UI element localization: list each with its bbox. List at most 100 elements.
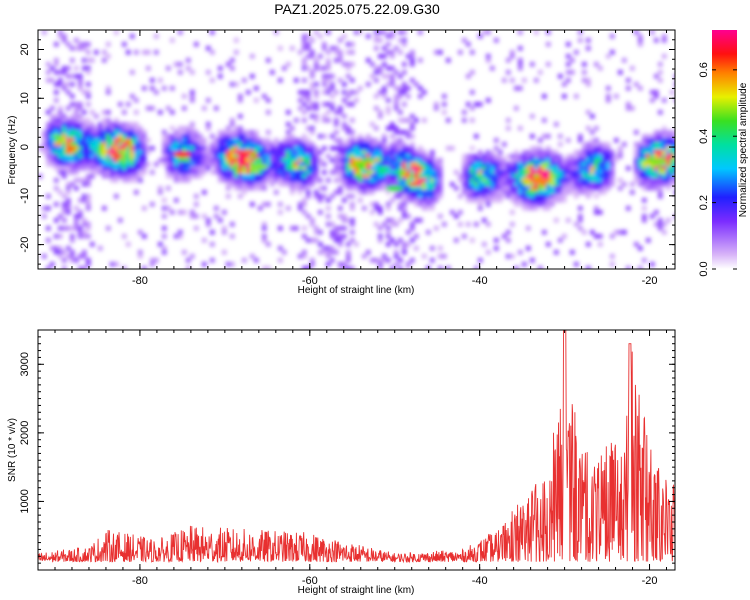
heatmap-cell <box>566 158 571 163</box>
heatmap-cell <box>226 130 231 135</box>
heatmap-cell <box>614 138 619 143</box>
heatmap-cell <box>566 170 571 175</box>
heatmap-cell <box>102 118 107 123</box>
heatmap-cell <box>218 138 223 143</box>
heatmap-cell <box>262 138 267 143</box>
heatmap-cell <box>138 158 143 163</box>
heatmap-cell <box>654 146 659 151</box>
heatmap-cell <box>54 154 59 159</box>
heatmap-cell <box>630 182 635 187</box>
heatmap-cell <box>646 186 651 191</box>
heatmap-cell <box>394 126 399 131</box>
heatmap-cell <box>66 82 71 87</box>
heatmap-cell <box>526 154 531 159</box>
heatmap-cell <box>466 174 471 179</box>
heatmap-cell <box>314 102 319 107</box>
heatmap-cell <box>306 150 311 155</box>
heatmap-cell <box>294 146 299 151</box>
heatmap-cell <box>302 138 307 143</box>
y-tick-label: 1000 <box>19 489 31 513</box>
heatmap-cell <box>662 178 667 183</box>
heatmap-cell <box>518 166 523 171</box>
heatmap-cell <box>302 94 307 99</box>
heatmap-cell <box>162 234 167 239</box>
heatmap-cell <box>302 198 307 203</box>
heatmap-cell <box>378 158 383 163</box>
heatmap-cell <box>54 70 59 75</box>
heatmap-cell <box>374 162 379 167</box>
heatmap-cell <box>566 138 571 143</box>
heatmap-cell <box>138 170 143 175</box>
heatmap-cell <box>650 214 655 219</box>
heatmap-cell <box>406 158 411 163</box>
heatmap-cell <box>394 102 399 107</box>
heatmap-cell <box>134 174 139 179</box>
heatmap-cell <box>182 174 187 179</box>
heatmap-cell <box>550 182 555 187</box>
heatmap-cell <box>54 146 59 151</box>
heatmap-cell <box>578 170 583 175</box>
heatmap-cell <box>386 74 391 79</box>
heatmap-cell <box>646 162 651 167</box>
heatmap-cell <box>390 198 395 203</box>
heatmap-cell <box>266 130 271 135</box>
heatmap-cell <box>546 166 551 171</box>
heatmap-cell <box>390 34 395 39</box>
heatmap-cell <box>550 202 555 207</box>
heatmap-cell <box>302 134 307 139</box>
heatmap-cell <box>330 94 335 99</box>
heatmap-cell <box>66 154 71 159</box>
heatmap-cell <box>482 186 487 191</box>
heatmap-cell <box>430 258 435 263</box>
heatmap-cell <box>470 154 475 159</box>
heatmap-cell <box>178 230 183 235</box>
heatmap-cell <box>254 142 259 147</box>
heatmap-cell <box>278 210 283 215</box>
heatmap-cell <box>266 166 271 171</box>
heatmap-cell <box>430 198 435 203</box>
heatmap-cell <box>202 138 207 143</box>
heatmap-cell <box>514 266 519 269</box>
heatmap-cell <box>570 178 575 183</box>
heatmap-cell <box>654 222 659 227</box>
heatmap-cell <box>170 170 175 175</box>
heatmap-cell <box>630 190 635 195</box>
heatmap-cell <box>74 150 79 155</box>
heatmap-cell <box>162 86 167 91</box>
heatmap-cell <box>306 170 311 175</box>
heatmap-cell <box>278 78 283 83</box>
heatmap-cell <box>130 166 135 171</box>
heatmap-cell <box>518 190 523 195</box>
heatmap-cell <box>510 54 515 59</box>
heatmap-cell <box>406 170 411 175</box>
heatmap-cell <box>654 134 659 139</box>
heatmap-cell <box>594 186 599 191</box>
heatmap-cell <box>194 158 199 163</box>
heatmap-cell <box>474 102 479 107</box>
heatmap-cell <box>394 174 399 179</box>
heatmap-cell <box>578 226 583 231</box>
heatmap-cell <box>550 170 555 175</box>
heatmap-cell <box>402 90 407 95</box>
heatmap-cell <box>642 182 647 187</box>
heatmap-cell <box>118 126 123 131</box>
heatmap-cell <box>366 154 371 159</box>
heatmap-cell <box>650 142 655 147</box>
heatmap-cell <box>326 198 331 203</box>
heatmap-cell <box>398 38 403 43</box>
heatmap-cell <box>234 150 239 155</box>
heatmap-cell <box>210 146 215 151</box>
heatmap-cell <box>274 158 279 163</box>
heatmap-cell <box>226 166 231 171</box>
heatmap-cell <box>54 122 59 127</box>
heatmap-cell <box>306 42 311 47</box>
heatmap-cell <box>134 50 139 55</box>
heatmap-cell <box>570 158 575 163</box>
heatmap-cell <box>410 222 415 227</box>
heatmap-hotspot <box>530 178 549 185</box>
heatmap-cell <box>322 46 327 51</box>
heatmap-cell <box>434 158 439 163</box>
heatmap-cell <box>190 90 195 95</box>
heatmap-cell <box>526 162 531 167</box>
heatmap-cell <box>86 198 91 203</box>
